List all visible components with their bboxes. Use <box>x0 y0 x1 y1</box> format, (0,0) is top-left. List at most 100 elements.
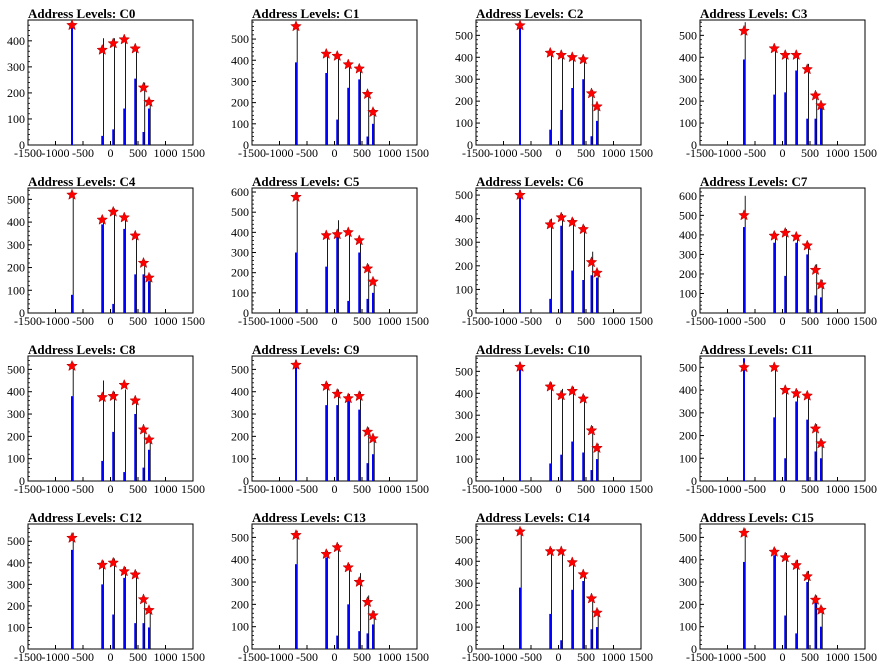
plot-frame <box>27 355 194 482</box>
peak-marker-star-icon <box>555 48 568 61</box>
peak-marker-star-icon <box>361 262 374 274</box>
y-tick-label: 200 <box>231 96 249 110</box>
x-tick-label: -500 <box>744 482 766 496</box>
x-tick-label: 500 <box>129 314 147 328</box>
y-tick-label: 500 <box>231 32 249 46</box>
y-tick-label: 500 <box>455 188 473 202</box>
x-tick-label: -500 <box>296 146 318 160</box>
x-tick-label: 1000 <box>602 314 626 328</box>
chart-panel-2: Address Levels: C20100200300400500-1500-… <box>455 6 653 160</box>
y-tick-label: 100 <box>231 620 249 634</box>
peak-marker-star-icon <box>143 433 155 445</box>
peak-marker-star-icon <box>320 47 333 59</box>
y-tick-label: 100 <box>7 283 25 297</box>
peak-marker-star-icon <box>361 595 374 608</box>
y-tick-label: 100 <box>231 286 249 300</box>
peak-marker-star-icon <box>815 278 827 290</box>
x-tick-label: 1500 <box>853 650 877 664</box>
y-tick-label: 300 <box>679 575 697 589</box>
y-tick-label: 100 <box>679 620 697 634</box>
y-tick-label: 0 <box>467 138 473 152</box>
y-tick-label: 300 <box>7 407 25 421</box>
y-tick-label: 0 <box>19 306 25 320</box>
x-tick-label: 1000 <box>154 314 178 328</box>
peak-marker-star-icon <box>779 383 792 396</box>
peak-marker-star-icon <box>779 226 792 238</box>
x-tick-label: -1500 <box>462 482 490 496</box>
x-tick-label: -500 <box>520 314 542 328</box>
peak-marker-star-icon <box>801 239 814 251</box>
x-tick-label: 1000 <box>378 650 402 664</box>
peak-marker-star-icon <box>361 425 374 437</box>
peak-marker-star-icon <box>738 361 750 373</box>
peak-marker-star-icon <box>96 391 109 403</box>
peak-marker-star-icon <box>342 392 355 404</box>
x-tick-label: 1500 <box>629 146 653 160</box>
peak-marker-star-icon <box>566 384 579 397</box>
x-tick-label: 500 <box>353 146 371 160</box>
plot-frame <box>699 355 866 482</box>
x-tick-label: 0 <box>108 650 114 664</box>
x-tick-label: 0 <box>556 314 562 328</box>
peak-marker-star-icon <box>353 234 366 246</box>
y-tick-label: 200 <box>7 429 25 443</box>
chart-panel-0: Address Levels: C0 0 100 200 300 400 -1500 -100… <box>7 6 205 160</box>
x-tick-label: -1500 <box>686 650 714 664</box>
peak-marker-star-icon <box>544 380 557 392</box>
chart-title: Address Levels: C8 <box>28 342 136 357</box>
peak-marker-star-icon <box>768 229 781 241</box>
chart-panel-5: Address Levels: C5 0 100 200 300 400 500 600 -15… <box>231 174 429 328</box>
peak-marker-star-icon <box>790 559 803 571</box>
peak-marker-star-icon <box>118 378 131 391</box>
x-tick-label: 1500 <box>853 146 877 160</box>
y-tick-label: 500 <box>7 362 25 376</box>
peak-marker-star-icon <box>107 37 120 49</box>
peak-marker-star-icon <box>320 547 333 560</box>
y-tick-label: 400 <box>7 34 25 48</box>
y-tick-label: 100 <box>231 117 249 131</box>
y-tick-label: 0 <box>243 306 249 320</box>
chart-panel-4: Address Levels: C40100200300400500-1500-… <box>7 174 205 328</box>
x-tick-label: 1000 <box>154 146 178 160</box>
x-tick-label: 1000 <box>826 482 850 496</box>
peak-marker-star-icon <box>801 63 814 75</box>
x-tick-label: -500 <box>744 146 766 160</box>
x-tick-label: -500 <box>744 650 766 664</box>
peak-marker-star-icon <box>815 99 827 111</box>
y-tick-label: 100 <box>455 116 473 130</box>
x-tick-label: 1000 <box>826 314 850 328</box>
peak-marker-star-icon <box>367 105 379 118</box>
plot-frame <box>27 19 194 146</box>
y-tick-label: 100 <box>7 452 25 466</box>
x-tick-label: 0 <box>556 650 562 664</box>
y-tick-label: 200 <box>455 259 473 273</box>
y-tick-label: 400 <box>7 556 25 570</box>
x-tick-label: -1500 <box>686 146 714 160</box>
peak-marker-star-icon <box>577 568 590 580</box>
y-tick-label: 500 <box>7 192 25 206</box>
peak-marker-star-icon <box>809 593 822 605</box>
peak-marker-star-icon <box>544 218 557 230</box>
x-tick-label: 500 <box>577 146 595 160</box>
y-tick-label: 400 <box>231 53 249 67</box>
x-tick-label: 500 <box>801 314 819 328</box>
peak-marker-star-icon <box>107 205 120 217</box>
peak-marker-star-icon <box>66 19 78 31</box>
y-tick-label: 200 <box>231 429 249 443</box>
x-tick-label: 500 <box>801 650 819 664</box>
y-tick-label: 0 <box>691 642 697 656</box>
y-tick-label: 200 <box>455 430 473 444</box>
x-tick-label: -1000 <box>42 650 70 664</box>
peak-marker-star-icon <box>66 359 78 372</box>
chart-title: Address Levels: C7 <box>700 174 808 189</box>
peak-marker-star-icon <box>768 42 781 54</box>
x-tick-label: -1000 <box>490 146 518 160</box>
x-tick-label: 0 <box>108 314 114 328</box>
x-tick-label: -1000 <box>714 650 742 664</box>
peak-marker-star-icon <box>514 188 526 201</box>
x-tick-label: 500 <box>129 650 147 664</box>
x-tick-label: 0 <box>780 650 786 664</box>
x-tick-label: 0 <box>332 314 338 328</box>
x-tick-label: -500 <box>72 482 94 496</box>
